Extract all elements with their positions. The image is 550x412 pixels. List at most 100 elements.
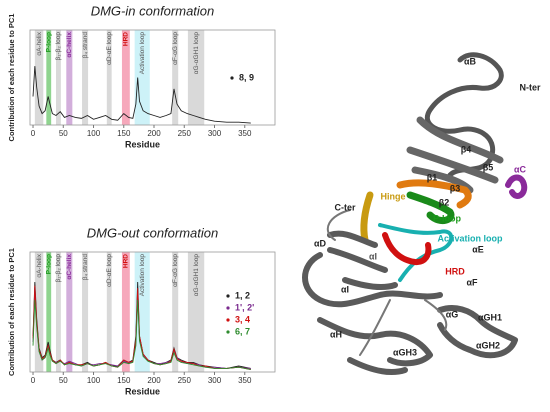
- structure-label: Activation loop: [438, 233, 504, 243]
- legend-marker: [226, 330, 230, 334]
- data-line: [32, 285, 251, 371]
- x-tick-label: 100: [87, 129, 101, 138]
- x-tick-label: 300: [208, 376, 222, 385]
- y-axis-label: Contribution of each residue to PC1: [7, 14, 16, 142]
- region-band: [56, 30, 61, 125]
- ribbon: [382, 232, 432, 266]
- data-line: [32, 299, 251, 371]
- region-label: P-loop: [45, 32, 52, 52]
- structure-label: N-ter: [519, 82, 540, 92]
- ribbon: [505, 174, 528, 199]
- legend-label: 1, 2: [235, 290, 250, 300]
- region-label: αF-αG loop: [172, 254, 179, 287]
- legend-label: 8, 9: [239, 72, 254, 82]
- y-axis-label: Contribution of each residue to PC1: [7, 248, 16, 376]
- ribbon: [360, 191, 374, 244]
- region-band: [56, 252, 61, 372]
- region-band: [34, 30, 44, 125]
- legend-marker: [226, 318, 230, 322]
- structure-label: β5: [483, 162, 494, 172]
- structure-label: αI: [341, 284, 349, 294]
- region-band: [106, 252, 112, 372]
- structure-label: β3: [450, 183, 461, 193]
- legend-marker: [226, 294, 230, 298]
- structure-label: αF: [466, 277, 478, 287]
- region-band: [46, 252, 52, 372]
- region-label: β₁-β₂ loop: [55, 32, 62, 61]
- structure-label: P-loop: [433, 213, 461, 223]
- x-tick-label: 300: [208, 129, 222, 138]
- region-band: [82, 30, 89, 125]
- structure-label: HRD: [445, 266, 465, 276]
- structure-label: αC: [514, 164, 527, 174]
- x-tick-label: 150: [117, 129, 131, 138]
- legend-label: 3, 4: [235, 314, 250, 324]
- structure-label: αI: [369, 251, 377, 261]
- region-label: β₁-β₂ loop: [55, 254, 62, 283]
- ribbon: [406, 191, 455, 225]
- region-label: αC-helix: [66, 254, 73, 280]
- x-tick-label: 200: [147, 129, 161, 138]
- region-label: αA-helix: [36, 31, 43, 55]
- region-label: HRD: [123, 32, 130, 46]
- region-band: [66, 30, 73, 125]
- region-label: αC-helix: [66, 32, 73, 58]
- ribbon: [326, 209, 448, 356]
- region-label: αG-αGH1 loop: [193, 254, 200, 297]
- structure-label: αH: [330, 329, 342, 339]
- x-tick-label: 200: [147, 376, 161, 385]
- line-chart: DMG-out conformation αA-helix P-loop β₁-β₂ …: [7, 225, 276, 396]
- region-label: αD-αE loop: [106, 32, 113, 65]
- region-band: [187, 30, 205, 125]
- region-label: Activation loop: [139, 32, 146, 75]
- x-tick-label: 250: [178, 376, 192, 385]
- plot-frame: [29, 251, 276, 373]
- x-axis-label: Residue: [125, 139, 160, 149]
- x-tick-label: 350: [238, 376, 252, 385]
- x-tick-label: 50: [59, 129, 68, 138]
- region-band: [34, 252, 44, 372]
- x-tick-label: 0: [31, 129, 36, 138]
- chart-title: DMG-out conformation: [87, 225, 219, 240]
- region-band: [66, 252, 73, 372]
- region-label: P-loop: [45, 254, 52, 274]
- region-label: HRD: [123, 254, 130, 268]
- structure-label: C-ter: [334, 202, 355, 212]
- region-band: [172, 252, 179, 372]
- structure-label: β2: [439, 197, 450, 207]
- region-band: [106, 30, 112, 125]
- structure-label: αGH3: [393, 347, 417, 357]
- x-tick-label: 0: [31, 376, 36, 385]
- structure-label: αGH1: [478, 312, 502, 322]
- region-band: [121, 30, 130, 125]
- chart-title: DMG-in conformation: [91, 3, 215, 18]
- region-label: αD-αE loop: [106, 254, 113, 287]
- legend-marker: [230, 76, 234, 80]
- region-band: [121, 252, 130, 372]
- x-tick-label: 350: [238, 129, 252, 138]
- region-label: αF-αG loop: [172, 32, 179, 65]
- x-tick-label: 150: [117, 376, 131, 385]
- region-label: αA-helix: [36, 253, 43, 277]
- region-band: [46, 30, 52, 125]
- structure-label: Hinge: [380, 191, 405, 201]
- structure-label: αB: [464, 56, 477, 66]
- x-tick-label: 100: [87, 376, 101, 385]
- x-tick-label: 250: [178, 129, 192, 138]
- ribbon: [425, 52, 504, 178]
- structure-label: αE: [472, 244, 484, 254]
- region-band: [134, 30, 150, 125]
- region-band: [82, 252, 89, 372]
- legend-label: 1', 2': [235, 302, 254, 312]
- legend-marker: [226, 306, 230, 310]
- region-label: β₄ strand: [82, 32, 89, 59]
- ribbon: [396, 179, 472, 209]
- structure-label: αD: [314, 238, 327, 248]
- structure-label: β4: [461, 144, 472, 154]
- region-label: Activation loop: [139, 254, 146, 297]
- structure-label: β1: [427, 172, 438, 182]
- line-chart: DMG-in conformation αA-helix P-loop β₁-β₂ l…: [7, 3, 276, 149]
- data-line: [32, 66, 251, 124]
- region-band: [134, 252, 150, 372]
